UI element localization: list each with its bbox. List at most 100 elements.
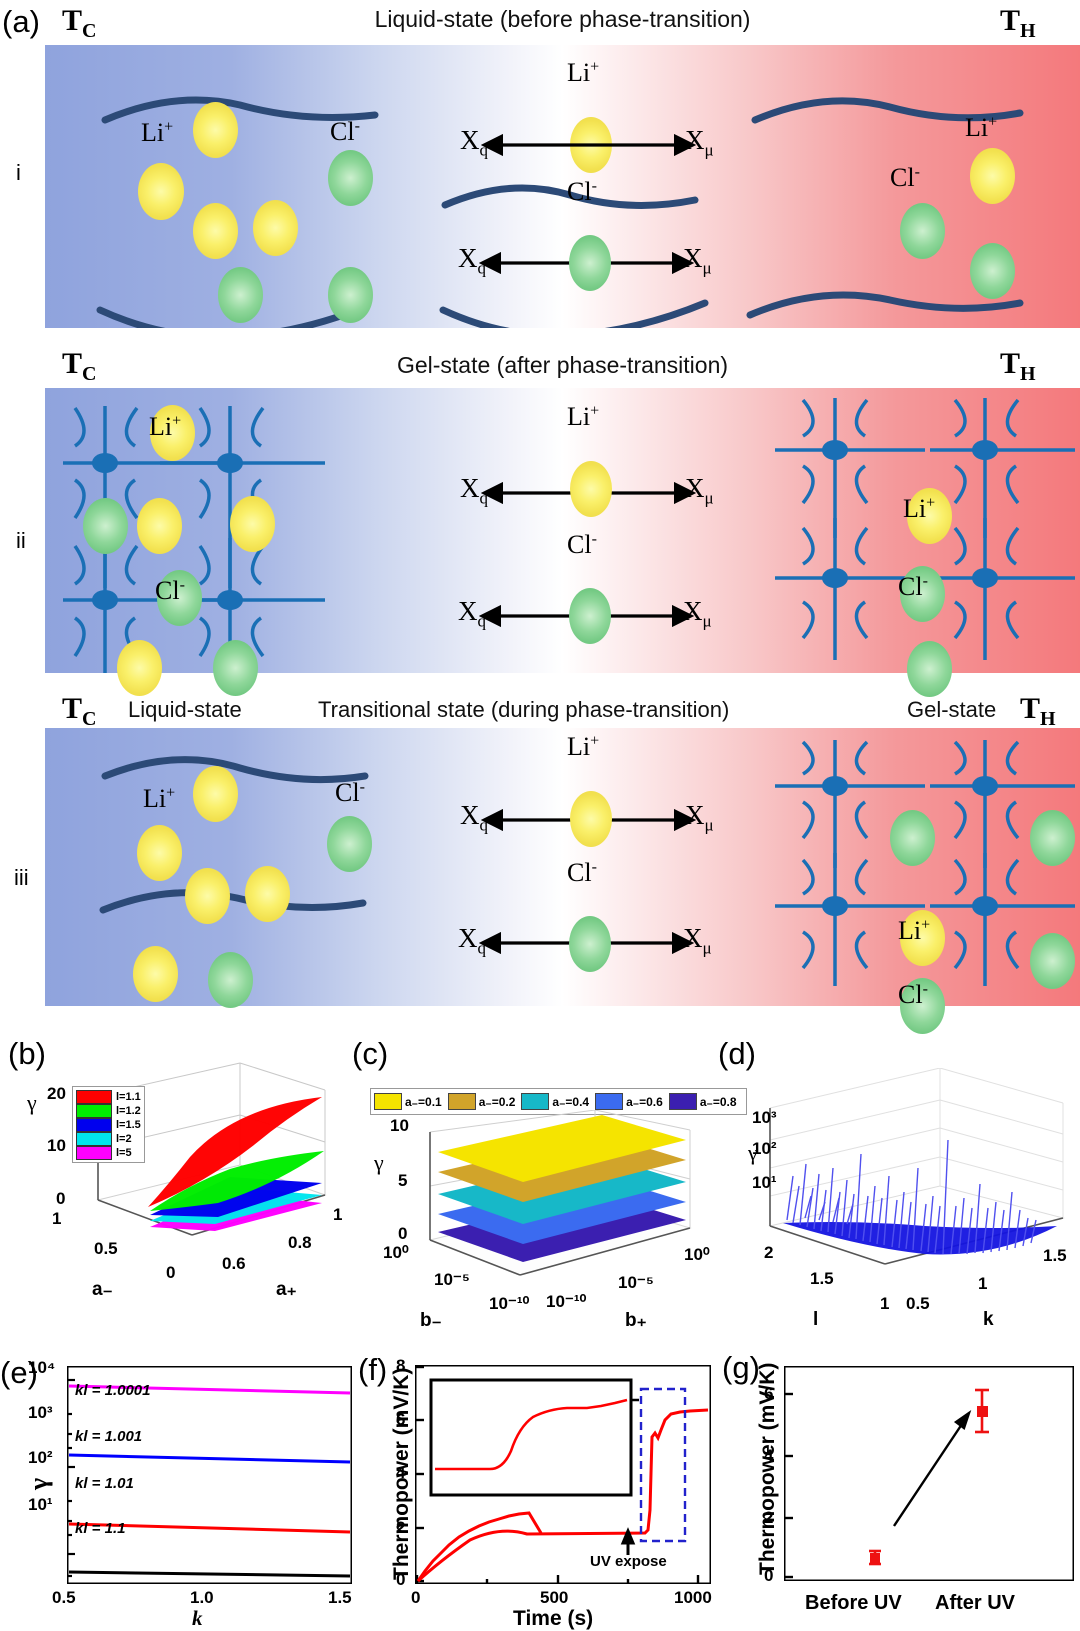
panel-c-xtick-5: 10⁻⁵ <box>434 1270 470 1289</box>
panel-b-ztick-20: 20 <box>47 1084 66 1103</box>
ion-li <box>150 405 195 461</box>
panel-c-ztick-5: 5 <box>398 1171 408 1190</box>
panel-d-xtick-1: 1 <box>880 1294 890 1313</box>
panel-c-label: (c) <box>352 1036 389 1071</box>
ion-label-li: Li+ <box>143 784 176 813</box>
panel-g-ytick-0: 0 <box>764 1566 774 1585</box>
ion-li <box>185 868 230 924</box>
panel-d-zlabel: γ <box>748 1140 758 1165</box>
ion-label-li: Li+ <box>903 494 936 523</box>
legend-label: l=1.2 <box>116 1104 141 1117</box>
panel-f-ytick-0: 0 <box>396 1570 406 1589</box>
row-ii-panel: Li+ Cl- Li+ Xq Xμ Cl- Xq Xμ Li+ Cl- <box>45 388 1080 697</box>
panel-b-label: (b) <box>8 1036 46 1071</box>
gel-network-left <box>63 398 1075 673</box>
panel-d-xtick-15: 1.5 <box>810 1269 834 1288</box>
ion-li <box>193 102 238 158</box>
panel-b-xtick-1: 1 <box>52 1209 62 1228</box>
panel-b-xtick-05: 0.5 <box>94 1239 118 1258</box>
panel-c-legend: a₋=0.1 a₋=0.2 a₋=0.4 a₋=0.6 a₋=0.8 <box>370 1088 747 1115</box>
ion-li <box>193 203 238 259</box>
legend-item[interactable]: l=1.5 <box>76 1117 141 1132</box>
panel-f-xtick-1000: 1000 <box>674 1588 712 1607</box>
panel-b-zlabel: γ <box>27 1090 37 1115</box>
panel-g-ytick-6: 6 <box>764 1384 774 1403</box>
panel-d-ztick-100: 10² <box>752 1139 777 1158</box>
panel-c-xtick-0: 10⁰ <box>383 1243 409 1262</box>
ion-cl <box>569 588 611 644</box>
ion-li <box>907 488 952 544</box>
ion-label-li: Li+ <box>149 412 182 441</box>
flux-label-xq: Xq <box>458 923 486 958</box>
panel-e-curve-label-4: kl = 1.1 <box>75 1520 126 1537</box>
ion-label-cl: Cl- <box>890 163 920 192</box>
panel-f-uv-annotation: UV expose <box>590 1553 667 1570</box>
ion-label-li: Li+ <box>567 402 600 431</box>
legend-item[interactable]: l=1.2 <box>76 1103 141 1118</box>
panel-e-xaxis-label: k <box>192 1606 203 1630</box>
flux-label-xmu: Xμ <box>683 923 712 958</box>
row-i-tc-label: TC <box>62 4 97 42</box>
legend-label: l=1.5 <box>116 1118 141 1131</box>
ion-cl <box>83 498 128 554</box>
legend-swatch <box>595 1093 624 1110</box>
legend-label: a₋=0.8 <box>699 1094 737 1109</box>
panel-b-ytick-06: 0.6 <box>222 1254 246 1273</box>
panel-e-ytick-10: 10¹ <box>28 1495 53 1514</box>
ion-li <box>245 866 290 922</box>
panel-c-plot <box>390 1110 700 1295</box>
row-iii-tc-label: TC <box>62 692 97 730</box>
legend-swatch <box>76 1131 112 1146</box>
ion-cl <box>218 267 263 323</box>
ion-li <box>133 946 178 1002</box>
ion-cl <box>900 978 945 1034</box>
legend-label: l=1.1 <box>116 1090 141 1103</box>
legend-item[interactable]: l=1.1 <box>76 1089 141 1104</box>
panel-e-curve-label-1: kl = 1.0001 <box>75 1382 151 1399</box>
flux-label-xq: Xq <box>458 243 486 278</box>
ion-li <box>900 910 945 966</box>
panel-f-xaxis-label: Time (s) <box>513 1607 594 1630</box>
panel-b-xaxis-label: a₋ <box>92 1279 113 1300</box>
legend-label: a₋=0.1 <box>405 1094 442 1109</box>
row-iii-title-right: Gel-state <box>907 697 997 722</box>
legend-item[interactable]: l=2 <box>76 1131 141 1146</box>
panel-g-ytick-2: 2 <box>764 1508 774 1527</box>
ion-label-cl: Cl- <box>898 980 928 1009</box>
ion-li <box>570 791 612 847</box>
ion-li <box>253 200 298 256</box>
legend-label: a₋=0.4 <box>552 1094 590 1109</box>
legend-swatch <box>447 1093 476 1110</box>
panel-f-ytick-8: 8 <box>396 1356 406 1375</box>
flux-label-xq: Xq <box>458 596 486 631</box>
panel-g-plot <box>784 1366 1074 1581</box>
ion-li <box>970 148 1015 204</box>
ion-cl <box>900 566 945 622</box>
row-iii-title: Transitional state (during phase-transit… <box>318 697 730 722</box>
panel-c-ytick-5: 10⁻⁵ <box>618 1273 654 1292</box>
panel-a-label: (a) <box>2 4 40 39</box>
panel-e-xtick-10: 1.0 <box>190 1588 214 1607</box>
ion-label-li: Li+ <box>965 113 998 142</box>
row-iii-th-label: TH <box>1020 692 1056 730</box>
row-ii-number: ii <box>16 528 26 553</box>
panel-f-label: (f) <box>358 1352 388 1387</box>
ion-cl <box>900 203 945 259</box>
legend-label: a₋=0.6 <box>626 1094 663 1109</box>
panel-d-ztick-2: 2 <box>764 1243 774 1262</box>
panel-e-curve-label-2: kl = 1.001 <box>75 1428 143 1445</box>
legend-item[interactable]: l=5 <box>76 1145 141 1160</box>
ion-li <box>138 163 184 220</box>
panel-e-ytick-10000: 10⁴ <box>28 1358 56 1377</box>
row-i-th-label: TH <box>1000 4 1036 42</box>
ion-li <box>137 825 182 881</box>
panel-e-xtick-15: 1.5 <box>328 1588 352 1607</box>
panel-f-ytick-4: 4 <box>396 1463 406 1482</box>
legend-swatch <box>76 1117 112 1132</box>
ion-label-li: Li+ <box>567 58 600 87</box>
panel-b-ytick-08: 0.8 <box>288 1233 312 1252</box>
ion-cl <box>569 916 611 972</box>
flux-label-xmu: Xμ <box>683 596 712 631</box>
row-i-number: i <box>16 160 21 185</box>
ion-label-li: Li+ <box>567 732 600 761</box>
